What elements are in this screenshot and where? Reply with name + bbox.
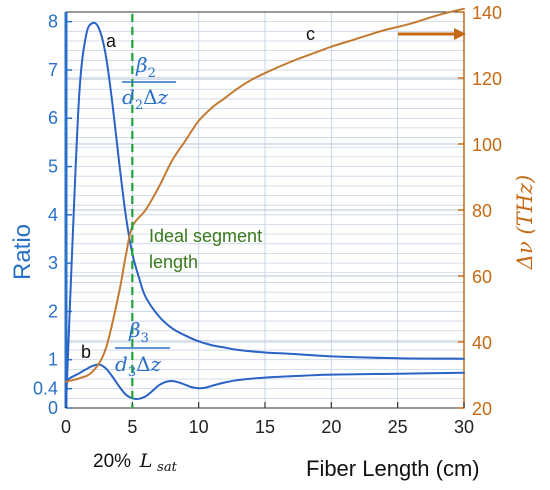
right-tick-label: 40 — [472, 333, 492, 353]
right-tick-label: 120 — [472, 69, 502, 89]
formula-b: β3 d3Δz — [115, 318, 170, 380]
arrow-head-icon — [454, 28, 466, 40]
left-tick-label: 5 — [48, 157, 58, 177]
svg-text:d2Δz: d2Δz — [122, 85, 169, 113]
bottom-tick-label: 5 — [127, 417, 137, 437]
svg-text:β2: β2 — [135, 53, 156, 81]
left-tick-label: 8 — [48, 12, 58, 32]
series-a-line — [65, 21, 465, 407]
left-axis-ticks: 00.4 1 2 3 4 5 6 7 8 — [33, 12, 72, 418]
bottom-tick-label: 15 — [255, 417, 275, 437]
right-tick-label: 100 — [472, 135, 502, 155]
x-axis-label: Fiber Length (cm) — [306, 456, 480, 481]
right-tick-label: 60 — [472, 267, 492, 287]
ideal-segment-label-line1: Ideal segment — [149, 226, 262, 246]
left-tick-label: 1 — [48, 350, 58, 370]
bottom-tick-label: 25 — [388, 417, 408, 437]
formula-a: β2 d2Δz — [122, 53, 176, 113]
bottom-tick-label: 10 — [189, 417, 209, 437]
left-tick-label: 0 — [48, 398, 58, 418]
right-tick-label: 80 — [472, 201, 492, 221]
left-tick-label: 7 — [48, 60, 58, 80]
bottom-tick-label: 30 — [454, 417, 474, 437]
bottom-tick-label: 0 — [61, 417, 71, 437]
bottom-tick-label: 20 — [321, 417, 341, 437]
right-tick-label: 20 — [472, 399, 492, 419]
right-tick-label: 140 — [472, 3, 502, 23]
series-a-label: a — [106, 31, 117, 51]
left-tick-label: 0.4 — [33, 379, 58, 399]
series-b-label: b — [81, 342, 91, 362]
bottom-axis-ticks: 0 5 10 15 20 25 30 — [61, 402, 474, 437]
y-axis-right-label: Δν (THz) — [513, 175, 537, 270]
left-tick-label: 4 — [48, 205, 58, 225]
svg-text:β3: β3 — [128, 318, 149, 346]
right-axis-ticks: 20 40 60 80 100 120 140 — [458, 3, 502, 419]
left-tick-label: 6 — [48, 108, 58, 128]
series-c-line — [65, 7, 465, 383]
ideal-segment-label-line2: length — [149, 252, 198, 272]
series-layer — [65, 7, 465, 407]
left-tick-label: 3 — [48, 253, 58, 273]
svg-text:d3Δz: d3Δz — [115, 352, 162, 380]
left-tick-label: 2 — [48, 301, 58, 321]
y-axis-left-label: Ratio — [9, 224, 36, 280]
series-c-label: c — [306, 24, 315, 44]
bottom-note: 20% L sat — [93, 450, 178, 475]
